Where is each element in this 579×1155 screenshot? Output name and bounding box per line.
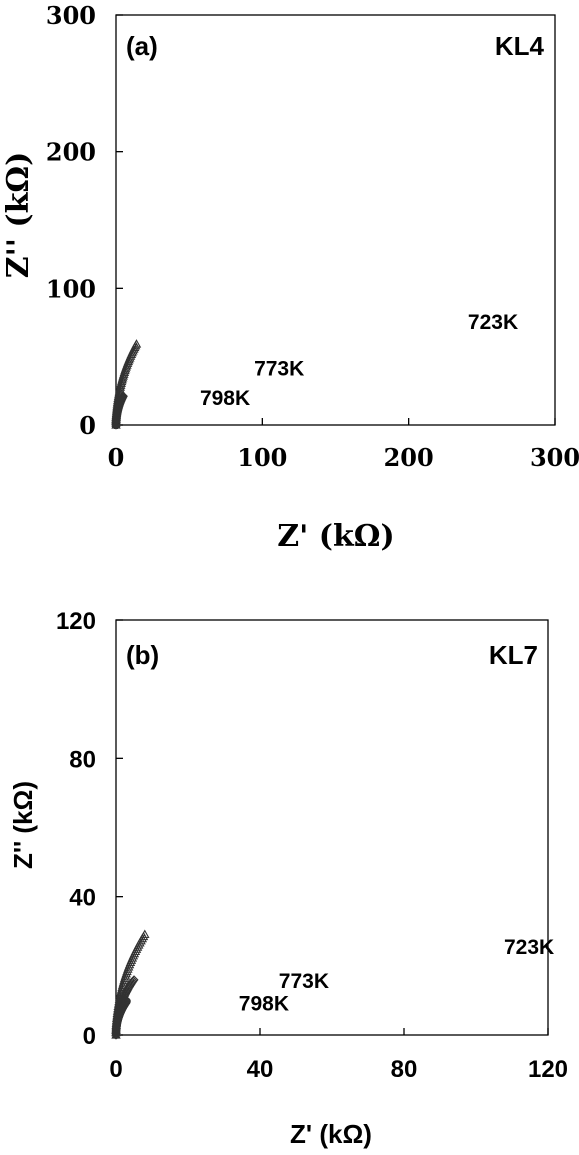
panel-label: (b) — [126, 640, 159, 670]
triangle-marker — [117, 980, 128, 989]
x-tick-label: 80 — [391, 1056, 418, 1083]
y-tick-label: 120 — [56, 608, 96, 635]
series-798k: 798K — [112, 387, 250, 429]
y-tick-label: 40 — [69, 885, 96, 912]
plot-frame — [115, 14, 556, 426]
plot-frame — [115, 619, 549, 1036]
series-label: 773K — [254, 357, 304, 380]
y-axis-title: Z'' (kΩ) — [8, 781, 38, 869]
series-723k: 723K — [111, 311, 518, 429]
y-tick-label: 0 — [79, 411, 96, 440]
series-label: 723K — [468, 311, 518, 334]
x-tick-label: 40 — [247, 1056, 274, 1083]
series-773k: 773K — [111, 970, 329, 1040]
diamond-marker — [118, 391, 128, 401]
x-axis-title: Z' (kΩ) — [290, 1119, 372, 1149]
series-label: 798K — [200, 387, 250, 410]
x-tick-label: 200 — [384, 443, 434, 472]
x-tick-label: 120 — [528, 1056, 568, 1083]
sample-label: KL4 — [495, 31, 545, 61]
triangle-marker — [140, 929, 150, 939]
diamond-marker — [129, 975, 139, 985]
x-tick-label: 300 — [530, 443, 579, 472]
series-798k: 798K — [112, 992, 289, 1039]
series-773k: 773K — [111, 357, 304, 430]
triangle-marker — [131, 339, 142, 348]
series-label: 723K — [504, 936, 554, 959]
y-tick-label: 200 — [46, 138, 96, 167]
x-tick-label: 0 — [108, 443, 125, 472]
x-axis-title: Z' (kΩ) — [277, 519, 394, 554]
panel-b-kl7: 0 40 80 120 0 40 80 120 Z' (kΩ) Z'' (kΩ) (b) KL7 723… — [8, 608, 568, 1149]
y-axis-title: Z'' (kΩ) — [1, 152, 36, 279]
y-tick-label: 300 — [46, 1, 96, 30]
x-tick-label: 100 — [237, 443, 287, 472]
series-label: 773K — [279, 970, 329, 993]
triangle-marker — [116, 984, 127, 994]
circle-marker — [122, 997, 131, 1006]
panel-a-kl4: 0 100 200 300 0 100 200 300 Z' (kΩ) Z'' (kΩ) (a) KL… — [1, 1, 579, 554]
triangle-marker — [117, 982, 127, 992]
panel-label: (a) — [126, 31, 158, 61]
series-label: 798K — [239, 992, 289, 1015]
sample-label: KL7 — [489, 640, 538, 670]
x-tick-label: 0 — [109, 1056, 122, 1083]
circle-marker — [112, 421, 120, 429]
y-tick-label: 0 — [83, 1023, 96, 1050]
y-tick-label: 80 — [69, 746, 96, 773]
series-723k: 723K — [111, 929, 554, 1039]
y-tick-label: 100 — [46, 274, 96, 303]
